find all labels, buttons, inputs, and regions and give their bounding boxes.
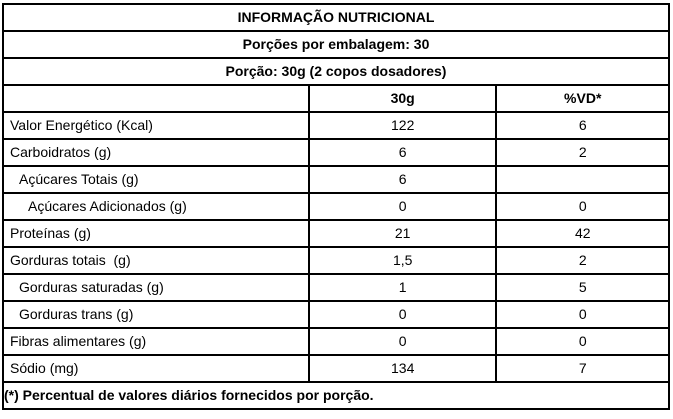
nutrient-daily-value: 2: [495, 138, 670, 167]
nutrient-daily-value: 7: [495, 354, 670, 383]
table-title: INFORMAÇÃO NUTRICIONAL: [2, 3, 670, 32]
nutrient-name: Gorduras saturadas (g): [2, 273, 310, 302]
nutrient-name: Gorduras trans (g): [2, 300, 310, 329]
nutrient-name: Fibras alimentares (g): [2, 327, 310, 356]
nutrient-name: Proteínas (g): [2, 219, 310, 248]
nutrient-name: Gorduras totais (g): [2, 246, 310, 275]
nutrient-amount: 134: [307, 354, 498, 383]
nutrient-name: Açúcares Adicionados (g): [2, 192, 310, 221]
nutrient-row: Gorduras saturadas (g) 1 5: [2, 273, 670, 302]
nutrient-row: Gorduras trans (g) 0 0: [2, 300, 670, 329]
nutrient-amount: 21: [307, 219, 498, 248]
nutrient-amount: 6: [307, 138, 498, 167]
nutrient-daily-value: [495, 165, 670, 194]
nutrient-amount: 1: [307, 273, 498, 302]
column-header-nutrient: [2, 84, 310, 113]
footnote-row: (*) Percentual de valores diários fornec…: [2, 381, 670, 410]
nutrient-amount: 0: [307, 300, 498, 329]
nutrient-amount: 0: [307, 327, 498, 356]
servings-row: Porções por embalagem: 30: [2, 30, 670, 59]
nutrient-name: Açúcares Totais (g): [2, 165, 310, 194]
nutrient-row: Valor Energético (Kcal) 122 6: [2, 111, 670, 140]
nutrient-row: Açúcares Totais (g) 6: [2, 165, 670, 194]
nutrient-name: Valor Energético (Kcal): [2, 111, 310, 140]
daily-value-footnote: (*) Percentual de valores diários fornec…: [2, 381, 670, 410]
title-row: INFORMAÇÃO NUTRICIONAL: [2, 3, 670, 32]
nutrition-table: INFORMAÇÃO NUTRICIONAL Porções por embal…: [2, 3, 670, 410]
nutrient-daily-value: 5: [495, 273, 670, 302]
column-header-amount: 30g: [307, 84, 498, 113]
nutrient-amount: 6: [307, 165, 498, 194]
nutrient-row: Proteínas (g) 21 42: [2, 219, 670, 248]
nutrient-row: Carboidratos (g) 6 2: [2, 138, 670, 167]
nutrient-daily-value: 42: [495, 219, 670, 248]
nutrient-daily-value: 0: [495, 300, 670, 329]
nutrient-daily-value: 0: [495, 192, 670, 221]
nutrient-daily-value: 6: [495, 111, 670, 140]
nutrient-row: Fibras alimentares (g) 0 0: [2, 327, 670, 356]
nutrient-name: Sódio (mg): [2, 354, 310, 383]
portion-row: Porção: 30g (2 copos dosadores): [2, 57, 670, 86]
nutrient-row: Sódio (mg) 134 7: [2, 354, 670, 383]
nutrient-row: Açúcares Adicionados (g) 0 0: [2, 192, 670, 221]
servings-per-package: Porções por embalagem: 30: [2, 30, 670, 59]
nutrient-amount: 1,5: [307, 246, 498, 275]
column-header-row: 30g %VD*: [2, 84, 670, 113]
nutrient-daily-value: 2: [495, 246, 670, 275]
nutrient-daily-value: 0: [495, 327, 670, 356]
nutrient-name: Carboidratos (g): [2, 138, 310, 167]
nutrition-table-body: INFORMAÇÃO NUTRICIONAL Porções por embal…: [2, 3, 670, 410]
nutrient-row: Gorduras totais (g) 1,5 2: [2, 246, 670, 275]
portion-size: Porção: 30g (2 copos dosadores): [2, 57, 670, 86]
column-header-daily-value: %VD*: [495, 84, 670, 113]
nutrient-amount: 122: [307, 111, 498, 140]
nutrient-amount: 0: [307, 192, 498, 221]
